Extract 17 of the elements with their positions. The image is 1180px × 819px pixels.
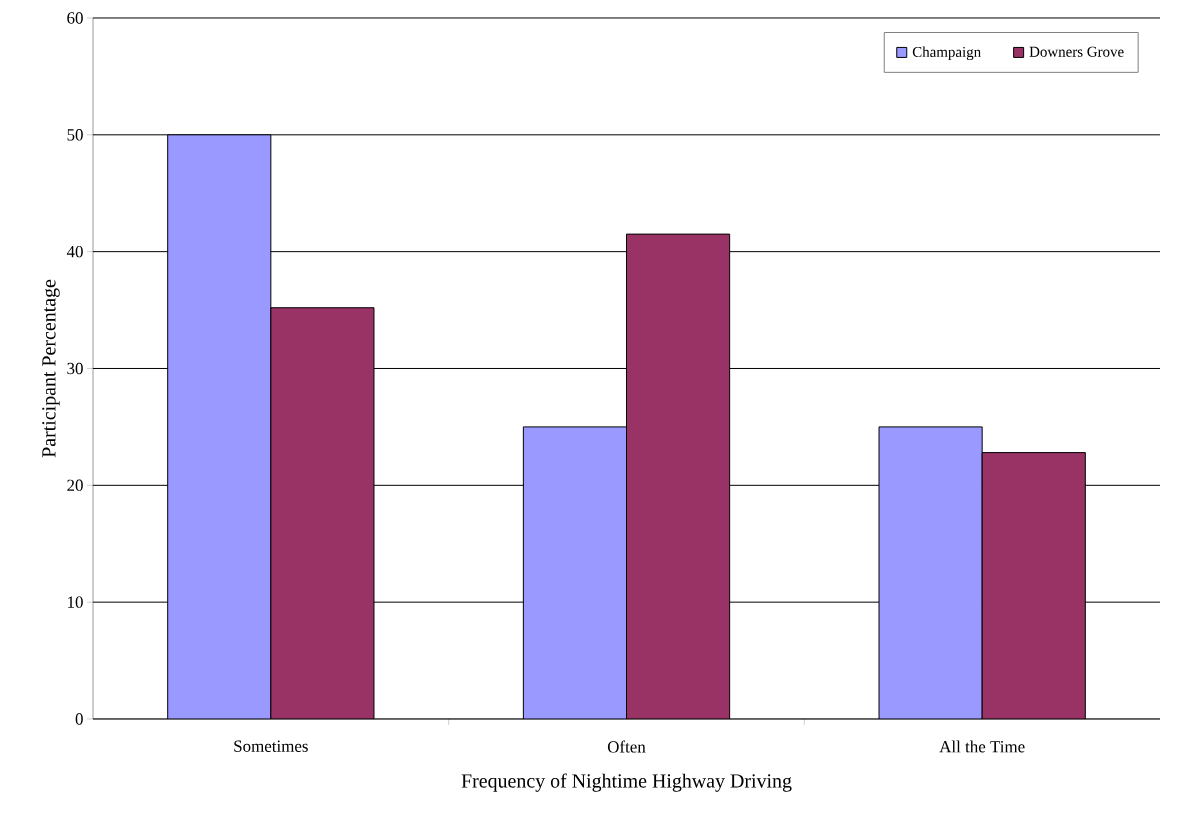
legend-label: Champaign (912, 46, 981, 61)
y-tick-label: 60 (67, 12, 83, 24)
y-axis-title: Participant Percentage (42, 279, 60, 458)
y-tick-label: 0 (75, 713, 83, 725)
y-tick-label: 20 (67, 479, 83, 492)
bar (626, 233, 731, 719)
bar (981, 452, 1086, 719)
y-tick-label: 40 (66, 245, 83, 258)
x-tick-label: Often (607, 740, 646, 753)
x-tick-label: All the Time (939, 740, 1025, 753)
y-tick-label: 30 (67, 362, 83, 375)
bar (270, 307, 375, 719)
x-axis-title: Frequency of Nightime Highway Driving (461, 773, 792, 792)
y-tick-label: 10 (68, 596, 83, 608)
legend-label: Downers Grove (1029, 46, 1124, 57)
x-tick-label: Sometimes (234, 740, 308, 752)
y-tick-label: 50 (67, 129, 83, 141)
